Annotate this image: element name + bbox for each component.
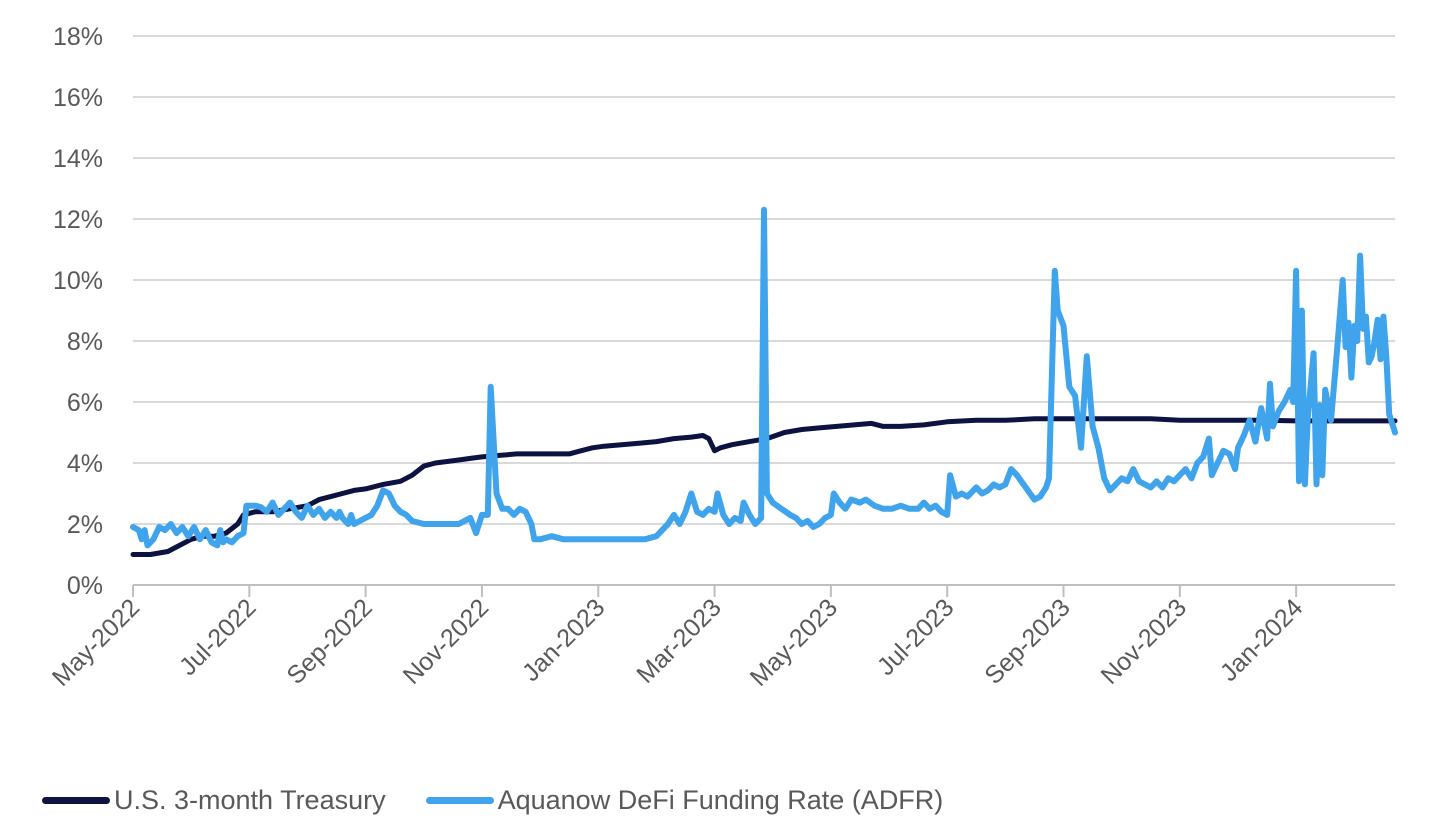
- legend-item-adfr: Aquanow DeFi Funding Rate (ADFR): [425, 784, 944, 816]
- x-tick-label: Jul-2022: [174, 593, 262, 681]
- x-tick-label: Sep-2023: [979, 593, 1075, 689]
- y-axis-ticks: 0% 2% 4% 6% 8% 10% 12% 14% 16% 18%: [53, 23, 103, 600]
- x-tick-label: Jan-2023: [517, 593, 611, 687]
- series-line-treasury: [130, 416, 1398, 557]
- x-tick-label: Nov-2023: [1096, 593, 1192, 689]
- y-tick-label: 6%: [67, 389, 103, 417]
- y-tick-label: 4%: [67, 450, 103, 478]
- y-tick-label: 18%: [53, 23, 103, 51]
- x-tick-label: Jul-2023: [872, 593, 960, 681]
- legend-swatch-adfr: [425, 796, 494, 804]
- x-tick-label: Jan-2024: [1215, 593, 1309, 687]
- y-tick-label: 8%: [67, 328, 103, 356]
- legend-item-treasury: U.S. 3-month Treasury: [42, 785, 386, 816]
- x-axis-ticks: May-2022 Jul-2022 Sep-2022 Nov-2022 Jan-2023…: [47, 585, 1309, 692]
- y-tick-label: 2%: [67, 511, 103, 539]
- legend-label-adfr: Aquanow DeFi Funding Rate (ADFR): [497, 784, 944, 815]
- series-line-adfr: [130, 206, 1398, 549]
- y-tick-label: 16%: [53, 84, 103, 112]
- legend: U.S. 3-month Treasury Aquanow DeFi Fundi…: [42, 780, 953, 820]
- legend-swatch-treasury: [42, 796, 110, 804]
- series-lines: [130, 206, 1398, 557]
- x-tick-label: Mar-2023: [631, 593, 726, 688]
- y-tick-label: 0%: [67, 572, 103, 600]
- x-tick-label: Sep-2022: [281, 593, 377, 689]
- y-tick-label: 10%: [53, 267, 103, 295]
- y-tick-label: 14%: [53, 145, 103, 173]
- x-tick-label: Nov-2022: [398, 593, 494, 689]
- legend-label-treasury: U.S. 3-month Treasury: [114, 784, 386, 815]
- y-tick-label: 12%: [53, 206, 103, 234]
- x-tick-label: May-2023: [745, 593, 843, 691]
- x-tick-label: May-2022: [47, 593, 145, 691]
